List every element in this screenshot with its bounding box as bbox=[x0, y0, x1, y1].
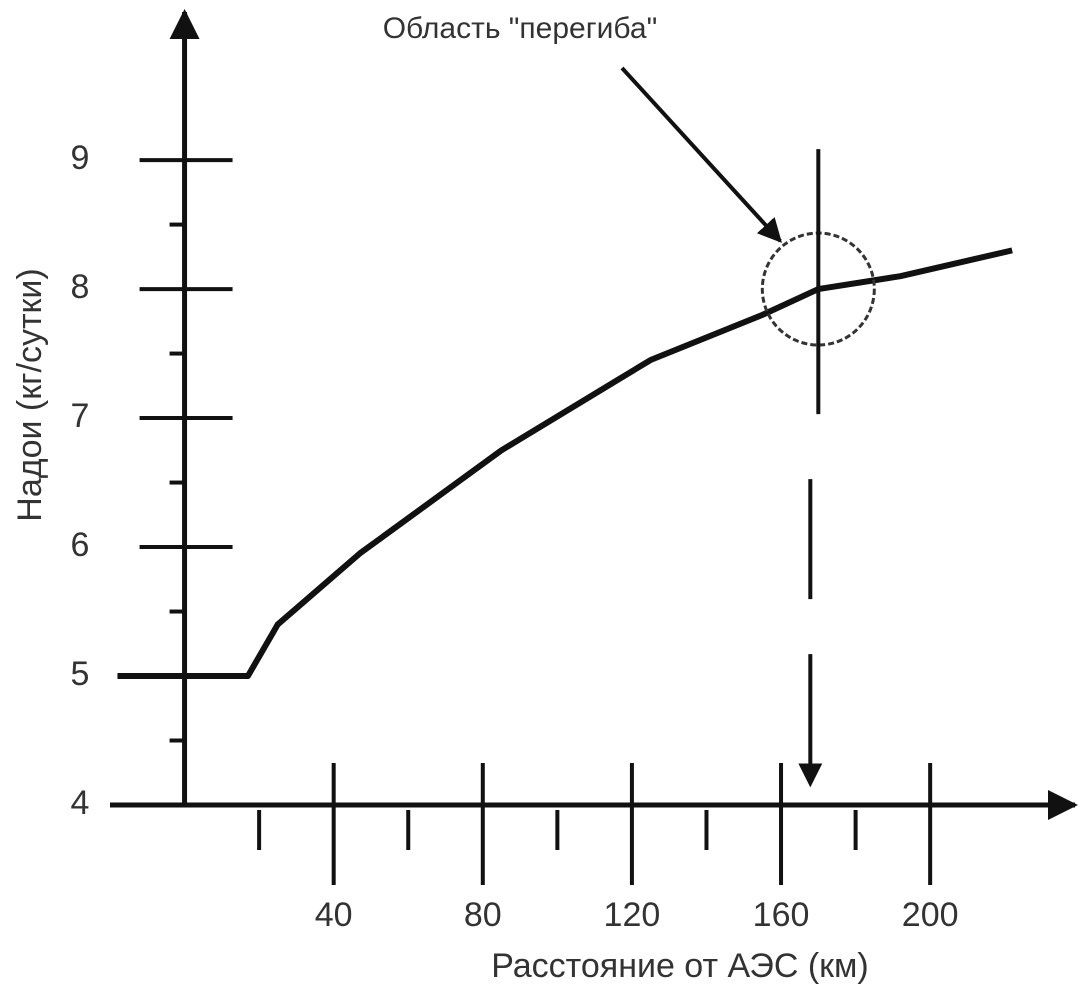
annotation-arrow bbox=[620, 66, 782, 243]
y-axis-label: Надои (кг/сутки) bbox=[11, 268, 49, 521]
annotation-text: Область "перегиба" bbox=[383, 12, 658, 45]
y-tick-label: 6 bbox=[71, 526, 90, 564]
x-axis-label: Расстояние от АЭС (км) bbox=[491, 947, 869, 985]
x-tick-label: 120 bbox=[604, 896, 661, 934]
data-line bbox=[117, 247, 1013, 680]
y-tick-label: 8 bbox=[71, 268, 90, 306]
y-tick-label: 9 bbox=[71, 139, 90, 177]
x-tick-label: 80 bbox=[464, 896, 502, 934]
x-tick-label: 40 bbox=[315, 896, 353, 934]
x-tick-label: 160 bbox=[753, 896, 810, 934]
y-tick-label: 7 bbox=[71, 397, 90, 435]
y-tick-label: 5 bbox=[71, 655, 90, 693]
y-tick-label: 4 bbox=[71, 784, 90, 822]
x-tick-label: 200 bbox=[902, 896, 959, 934]
